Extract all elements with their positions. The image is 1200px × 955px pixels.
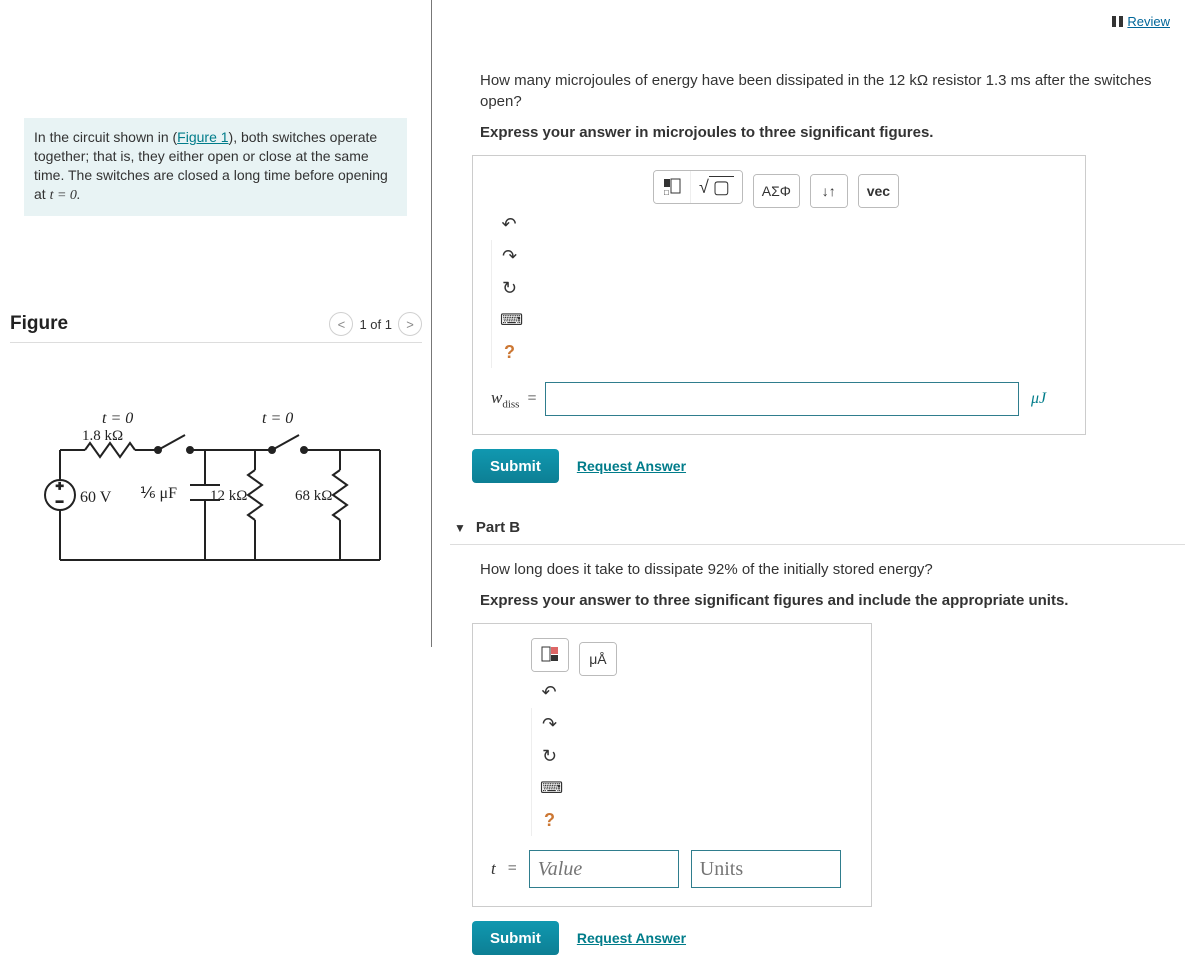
partB-units-input[interactable] [691,850,841,888]
circuit-r1: 1.8 kΩ [82,428,123,444]
figure-pager: < 1 of 1 > [329,312,422,336]
partA-input-row: wdiss = μJ [491,382,1067,416]
partB-submit-button[interactable]: Submit [472,921,559,955]
partB-question: How long does it take to dissipate 92% o… [480,559,1185,580]
tool-help-button[interactable]: ? [491,336,527,368]
tool-template-icon[interactable]: □ [654,171,690,203]
circuit-c: ⅙ μF [140,485,177,502]
tool-subsup-icon[interactable]: ↓↑ [811,175,847,207]
partB-instruction: Express your answer to three significant… [480,590,1185,611]
pause-icon [1112,16,1123,27]
tool-keyboard-icon[interactable]: ⌨ [491,304,531,336]
tool-greek-button[interactable]: ΑΣΦ [754,175,799,207]
partA-question: How many microjoules of energy have been… [480,70,1185,112]
figure-next-button[interactable]: > [398,312,422,336]
collapse-icon: ▼ [454,521,466,535]
figure-prev-button[interactable]: < [329,312,353,336]
toolB-units-button[interactable]: μÅ [580,643,616,675]
svg-text:−: − [56,494,63,509]
partB-submit-row: Submit Request Answer [472,921,1185,955]
circuit-t0-left: t = 0 [102,410,133,427]
partB-header[interactable]: ▼ Part B [450,511,1185,545]
review-link[interactable]: Review [1112,14,1170,29]
partB-value-input[interactable] [529,850,679,888]
review-link-label: Review [1127,14,1170,29]
circuit-vs: 60 V [80,489,112,506]
partB-answer-box: μÅ ↶ ↷ ↻ ⌨ ? t = [472,623,872,907]
toolB-reset-icon[interactable]: ↻ [531,740,567,772]
toolB-undo-icon[interactable]: ↶ [531,676,567,708]
partB-input-row: t = [491,850,853,888]
partB-request-answer-link[interactable]: Request Answer [577,930,686,946]
tool-sqrt-icon[interactable]: √▢ [690,171,742,203]
toolB-keyboard-icon[interactable]: ⌨ [531,772,571,804]
partA-variable: wdiss [491,388,519,410]
tool-undo-icon[interactable]: ↶ [491,208,527,240]
tool-vec-button[interactable]: vec [859,175,898,207]
partB-title: Part B [476,519,520,536]
circuit-t0-right: t = 0 [262,410,293,427]
partA-instruction: Express your answer in microjoules to th… [480,122,1185,143]
left-column: In the circuit shown in (Figure 1), both… [0,0,432,647]
right-column: How many microjoules of energy have been… [450,70,1185,955]
figure-header: Figure < 1 of 1 > [10,312,422,343]
partB-eq: = [508,860,517,878]
svg-text:+: + [56,478,63,493]
circuit-r3: 68 kΩ [295,488,332,504]
circuit-r2: 12 kΩ [210,488,247,504]
figure-pager-label: 1 of 1 [359,317,392,332]
intro-prefix: In the circuit shown in ( [34,129,177,145]
figure-title: Figure [10,313,68,335]
partA-unit: μJ [1031,390,1067,408]
partB-section: ▼ Part B How long does it take to dissip… [450,511,1185,955]
partA-toolbar: □ √▢ ΑΣΦ ↓↑ vec ↶ ↷ ↻ ⌨ ? [491,170,1067,368]
toolB-template-icon[interactable] [532,639,568,671]
partA-answer-box: □ √▢ ΑΣΦ ↓↑ vec ↶ ↷ ↻ ⌨ ? wdiss = μJ [472,155,1086,435]
partA-answer-input[interactable] [545,382,1020,416]
eq-sign: = [527,390,536,408]
partA-submit-row: Submit Request Answer [472,449,1185,483]
partB-variable: t [491,859,496,879]
intro-t0: t = 0. [50,188,81,203]
svg-text:□: □ [664,188,669,196]
tool-redo-icon[interactable]: ↷ [491,240,527,272]
toolB-redo-icon[interactable]: ↷ [531,708,567,740]
partB-toolbar: μÅ ↶ ↷ ↻ ⌨ ? [491,638,853,836]
tool-reset-icon[interactable]: ↻ [491,272,527,304]
intro-text: In the circuit shown in (Figure 1), both… [24,118,407,216]
figure-link[interactable]: Figure 1 [177,129,228,145]
partA-request-answer-link[interactable]: Request Answer [577,458,686,474]
circuit-diagram: + − [40,410,400,590]
toolB-help-button[interactable]: ? [531,804,567,836]
partA-submit-button[interactable]: Submit [472,449,559,483]
